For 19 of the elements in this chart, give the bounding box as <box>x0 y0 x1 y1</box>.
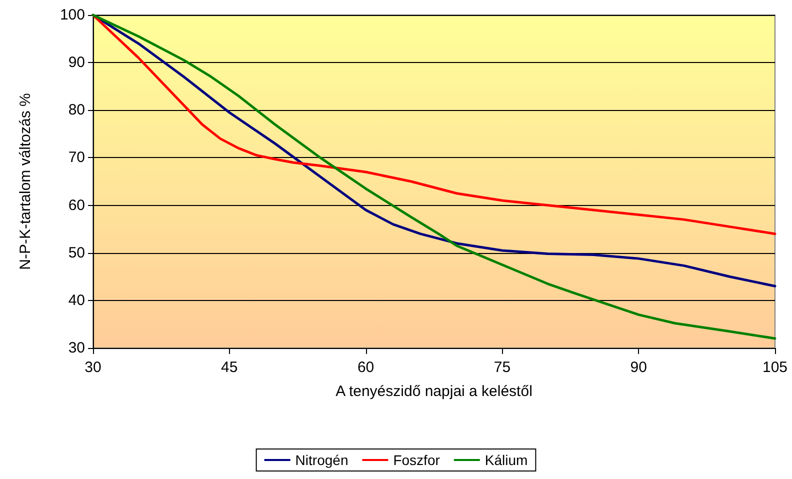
x-tick-label: 105 <box>762 359 788 376</box>
legend-label: Kálium <box>484 452 528 468</box>
y-tick-label: 60 <box>68 196 85 214</box>
y-tick-label: 70 <box>68 149 85 166</box>
y-axis-title: N-P-K-tartalom változás % <box>17 93 34 270</box>
y-tick-label: 40 <box>68 292 85 309</box>
y-tick-label: 100 <box>60 6 85 24</box>
y-tick-label: 50 <box>68 244 85 262</box>
x-axis-title: A tenyészidő napjai a keléstől <box>336 383 532 400</box>
x-tick-label: 60 <box>357 359 374 376</box>
x-tick-label: 75 <box>494 359 511 376</box>
x-tick-label: 90 <box>630 359 647 376</box>
y-tick-label: 80 <box>68 102 85 119</box>
x-tick-label: 30 <box>84 359 102 376</box>
legend-label: Nitrogén <box>295 452 348 468</box>
legend-label: Foszfor <box>393 452 440 468</box>
y-tick-label: 30 <box>68 340 85 356</box>
x-tick-label: 45 <box>221 359 238 376</box>
y-tick-label: 90 <box>68 54 85 72</box>
